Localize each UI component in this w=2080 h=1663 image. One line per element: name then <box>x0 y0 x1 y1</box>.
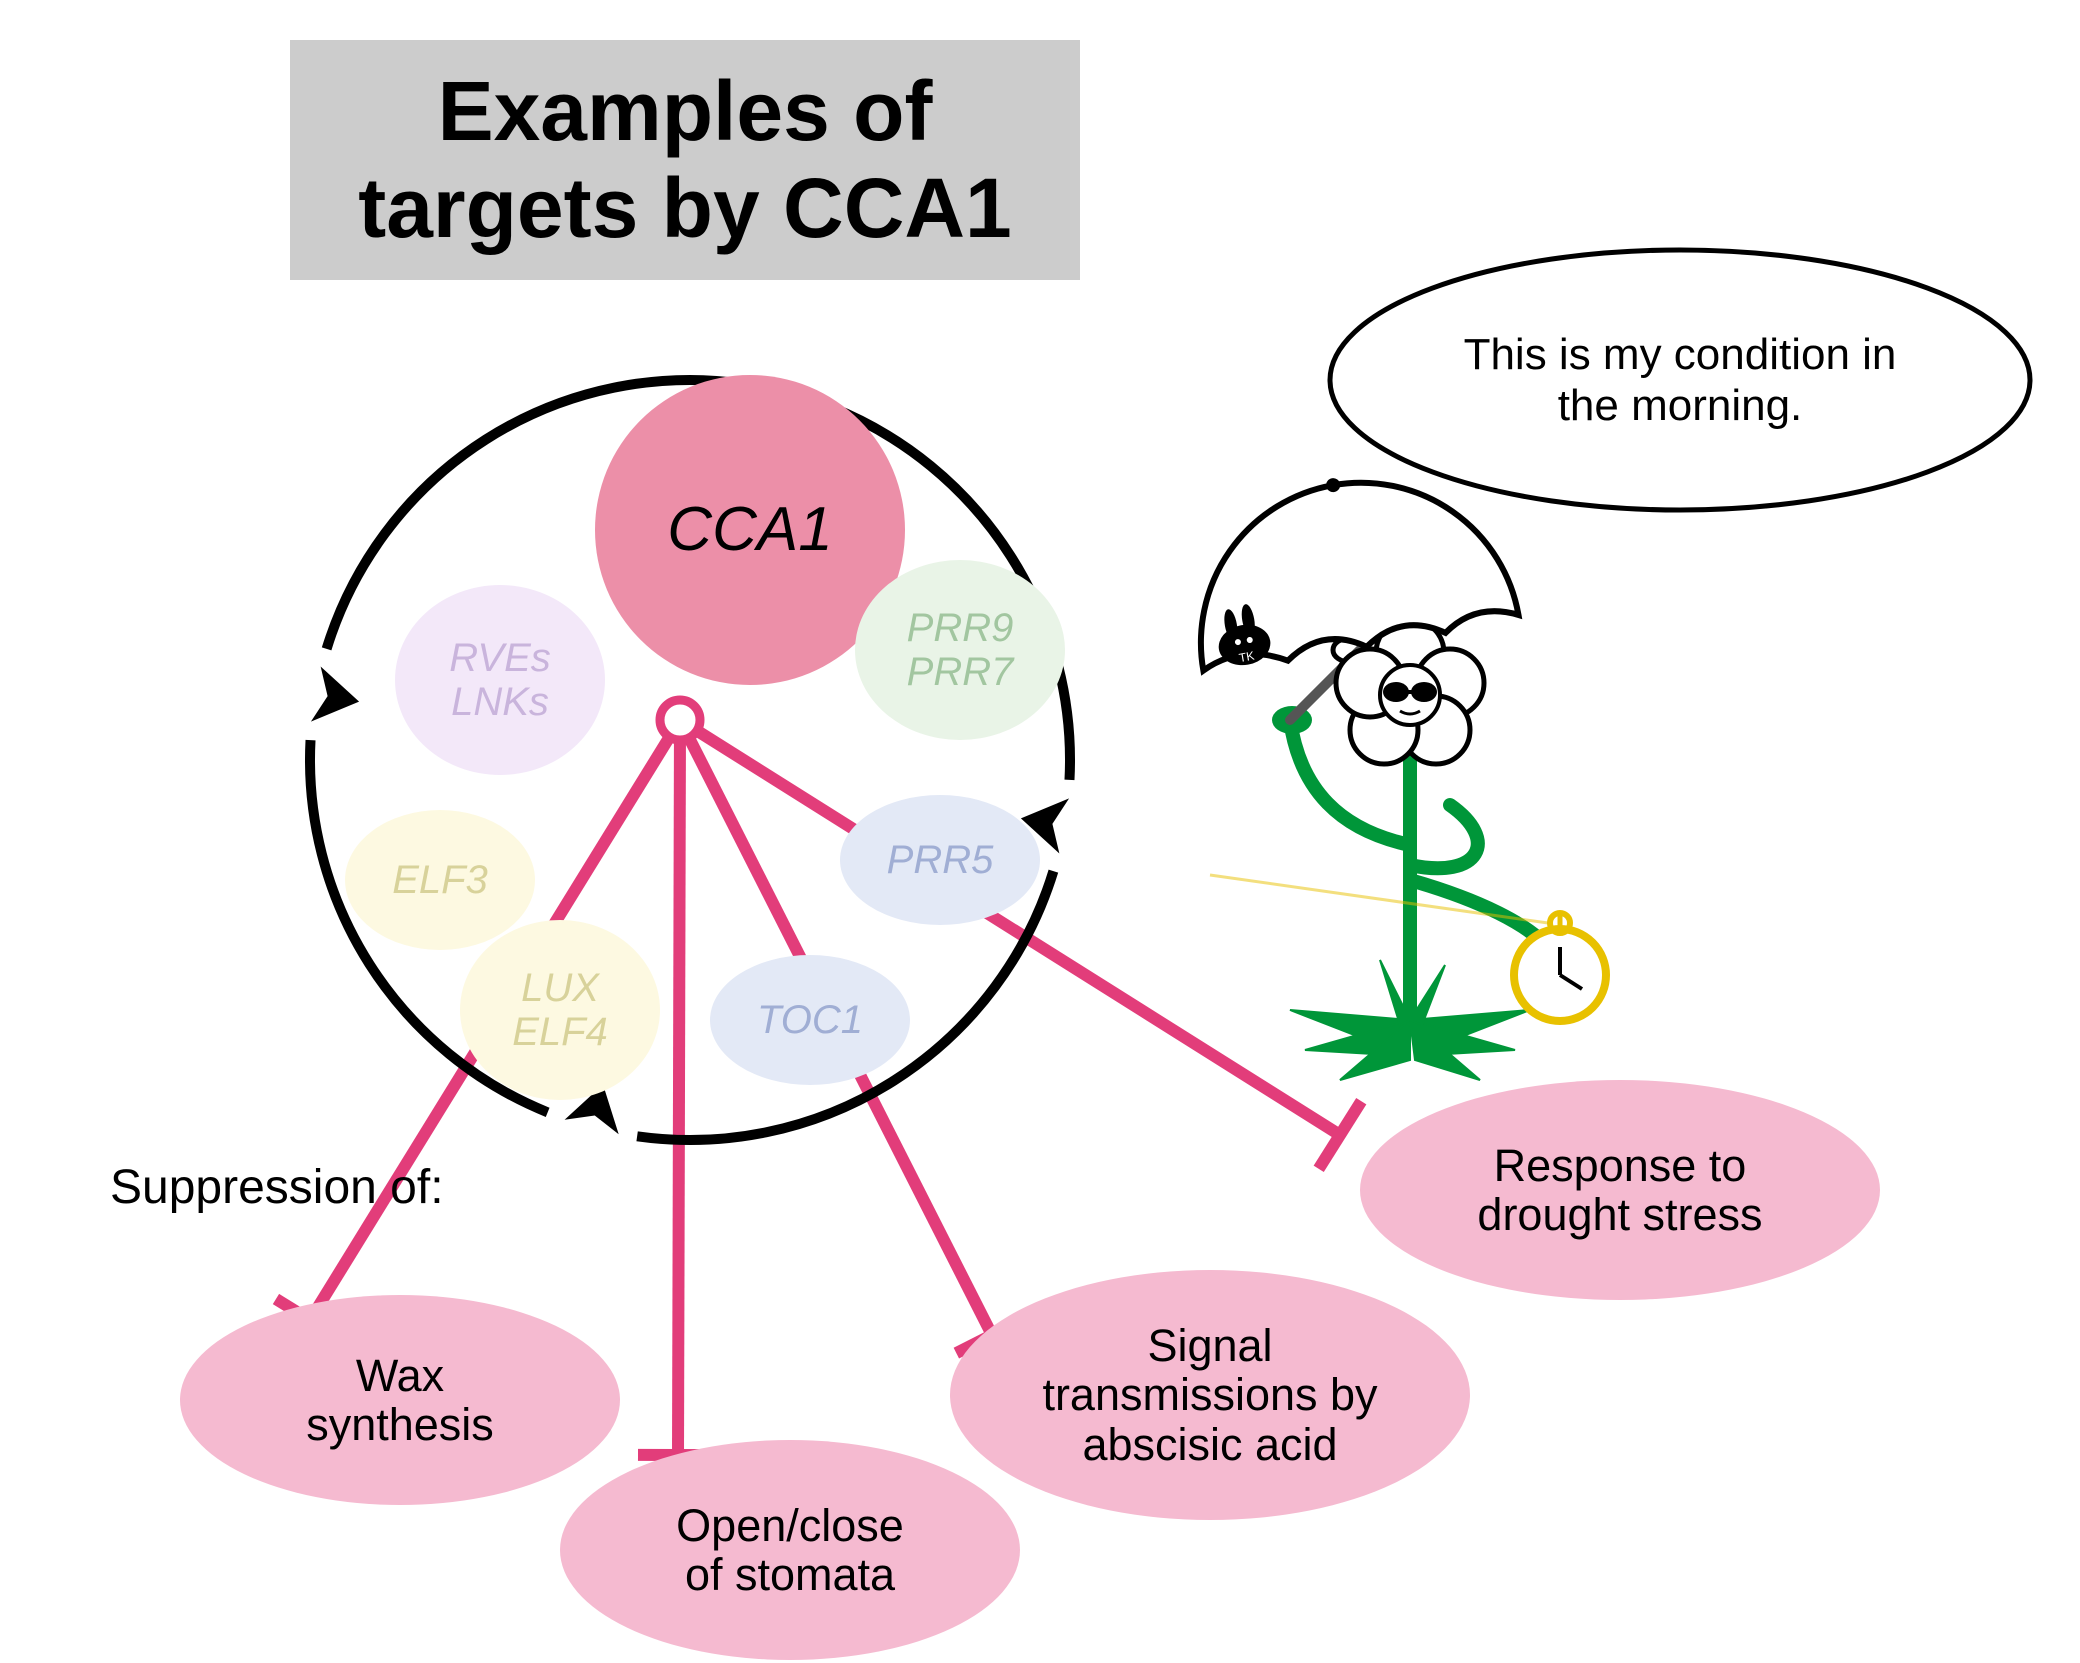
faded-node-2: ELF3 <box>345 810 535 950</box>
title-box: Examples of targets by CCA1 <box>290 40 1080 280</box>
plant-character: TK <box>1174 450 1606 1080</box>
faded-node-label-2: ELF3 <box>392 858 488 902</box>
target-node-0: Wax synthesis <box>180 1295 620 1505</box>
inhibition-line-3 <box>680 720 1361 1169</box>
node-cca1-label: CCA1 <box>667 496 832 564</box>
target-node-label-2: Signal transmissions by abscisic acid <box>1042 1321 1377 1470</box>
faded-node-5: TOC1 <box>710 955 910 1085</box>
faded-node-0: RVEs LNKs <box>395 585 605 775</box>
title-line1: Examples of <box>358 63 1012 160</box>
target-node-label-3: Response to drought stress <box>1477 1141 1762 1240</box>
suppression-label: Suppression of: <box>110 1160 444 1215</box>
target-node-3: Response to drought stress <box>1360 1080 1880 1300</box>
faded-node-label-1: PRR9 PRR7 <box>907 606 1014 694</box>
clock-arrowhead-3 <box>311 666 364 729</box>
target-node-label-1: Open/close of stomata <box>676 1501 904 1600</box>
speech-bubble-text: This is my condition in the morning. <box>1380 330 1980 431</box>
target-node-1: Open/close of stomata <box>560 1440 1020 1660</box>
faded-node-4: LUX ELF4 <box>460 920 660 1100</box>
faded-node-3: PRR5 <box>840 795 1040 925</box>
faded-node-label-5: TOC1 <box>757 998 863 1042</box>
faded-node-1: PRR9 PRR7 <box>855 560 1065 740</box>
target-node-label-0: Wax synthesis <box>306 1351 494 1450</box>
faded-node-label-3: PRR5 <box>887 838 994 882</box>
title-line2: targets by CCA1 <box>358 160 1012 257</box>
speech-bubble <box>1330 250 2030 662</box>
inhibition-line-1 <box>638 720 718 1455</box>
speech-line2: the morning. <box>1558 381 1803 430</box>
faded-node-label-0: RVEs LNKs <box>449 636 551 724</box>
target-node-2: Signal transmissions by abscisic acid <box>950 1270 1470 1520</box>
speech-line1: This is my condition in <box>1464 330 1897 379</box>
center-hub <box>660 700 700 740</box>
svg-text:TK: TK <box>1238 649 1256 665</box>
faded-node-label-4: LUX ELF4 <box>512 966 608 1054</box>
